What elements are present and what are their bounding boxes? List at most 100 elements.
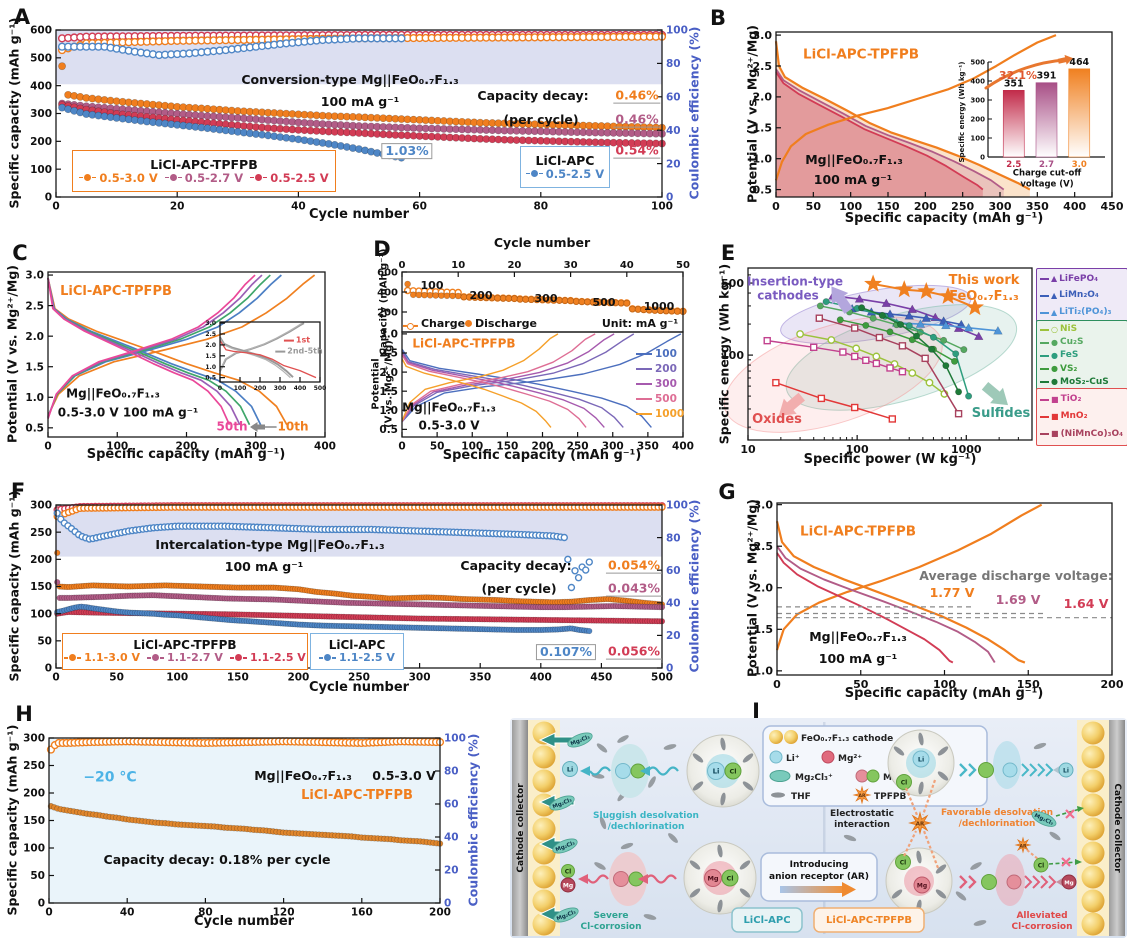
svg-text:0: 0 [45,907,52,919]
svg-text:400: 400 [30,80,52,92]
e-this-work-label-1: This work [948,272,1020,288]
chevron-icon [1024,875,1057,889]
series-marker-icon [324,654,332,662]
f-y2-axis-title: Coulombic efficiency (%) [686,499,702,673]
svg-text:600: 600 [30,25,52,37]
e-legend-oxides: ■ TiO₂ ■ MnO₂ ■ (NiMnCo)₃O₄ [1036,388,1127,446]
a-legend-item-3_0v: 0.5-3.0 V [79,171,158,184]
svg-text:10: 10 [740,443,756,456]
svg-text:1.0: 1.0 [753,153,773,166]
d-cell-label: Mg||FeO₀.₇F₁.₃ [402,400,496,415]
f-legend-apc: LiCl-APC 1.1-2.5 V [310,633,404,670]
circle-marker-icon: ● [1051,350,1058,360]
c-cycle-50-label: 50th [216,419,248,434]
series-marker-icon [255,174,263,182]
a-legend-apc: LiCl-APC 0.5-2.5 V [520,146,610,188]
legend-thf-label: THF [791,792,811,802]
c-condition-label: 0.5-3.0 V 100 mA g⁻¹ [57,405,199,420]
a-legend-tpfpb: LiCl-APC-TPFPB 0.5-3.0 V 0.5-2.7 V 0.5-2… [72,150,336,192]
cl-ion-label: Cl [730,768,737,776]
favorable-desolvation-group: Li Favorable desolvation /dechlorination [941,741,1074,829]
svg-text:20: 20 [444,865,459,877]
e-legend-vs2: ● VS₂ [1040,364,1124,374]
svg-text:200: 200 [970,116,985,124]
svg-text:0.5: 0.5 [753,183,773,196]
svg-text:350: 350 [469,672,491,684]
svg-text:40: 40 [620,260,634,271]
line-swatch-icon [636,368,652,370]
triangle-marker-icon: ▲ [1051,274,1058,284]
circle-marker-icon: ● [1051,377,1058,387]
mg-ion-label: Mg [1064,881,1073,887]
b-rate-label: 100 mA g⁻¹ [813,172,893,188]
h-y2-axis-title: Coulombic efficiency (%) [465,733,481,907]
line-swatch-icon [636,353,652,355]
square-marker-icon: ■ [1051,411,1059,421]
e-legend-nis: ○ NiS [1040,325,1124,334]
triangle-marker-icon: ▲ [1051,290,1058,300]
svg-text:20: 20 [170,201,185,213]
g-y-axis-title: Potential (V vs. Mg²⁺/Mg) [744,499,760,677]
f-decay-value-3_0v: 0.054% [605,557,663,574]
mgcl-ion-icon [866,769,880,783]
line-swatch-icon [1040,354,1049,357]
filled-marker-icon [465,319,473,327]
f-rate-label: 100 mA g⁻¹ [224,559,304,575]
svg-text:300: 300 [274,385,287,392]
ar-star-icon [908,811,932,835]
svg-text:400: 400 [530,672,552,684]
series-marker-icon [84,174,92,182]
line-swatch-icon [1040,381,1049,384]
c-inset-legend-1st: 1st [283,336,310,346]
legend-cathode-label: FeO₀.₇F₁.₃ cathode [801,734,893,744]
svg-text:0: 0 [399,260,406,271]
d-rate-legend-100: 100 [636,348,677,360]
li-solvation-shell-apc: Li Cl [686,734,760,808]
svg-text:150: 150 [23,815,45,827]
svg-text:80: 80 [533,201,548,213]
d-rate-legend-500: 500 [636,393,677,405]
favorable-label-2: /dechlorination [959,819,1036,829]
svg-text:100: 100 [666,500,688,512]
f-legend-item-3_0v: 1.1-3.0 V [64,652,140,664]
mg-ion-label: Mg [563,883,573,890]
svg-text:100: 100 [721,349,744,362]
svg-text:3.0: 3.0 [753,29,773,42]
svg-text:391: 391 [1037,71,1057,82]
svg-text:50: 50 [109,672,124,684]
f-legend-apc-item: 1.1-2.5 V [319,652,395,664]
svg-text:50: 50 [430,441,445,453]
d-top-x-axis-title: Cycle number [493,235,591,251]
svg-text:80: 80 [444,766,459,778]
svg-text:80: 80 [666,58,681,70]
open-marker-icon [406,322,414,330]
d-rate-label-200: 200 [469,288,493,302]
e-x-axis-title: Specific power (W kg⁻¹) [803,451,977,467]
svg-text:200: 200 [254,385,267,392]
e-legend-tio2: ■ TiO₂ [1040,395,1124,404]
a-legend-item-2_7v: 0.5-2.7 V [164,171,243,184]
chevron-icon [959,763,977,777]
licl-apc-tpfpb-box-label: LiCl-APC-TPFPB [826,915,912,926]
b-electrolyte-label: LiCl-APC-TPFPB [802,46,920,63]
f-legend-tpfpb: LiCl-APC-TPFPB 1.1-3.0 V 1.1-2.7 V 1.1-2… [62,633,308,670]
e-legend-sulfides: ○ NiS ● Cu₂S ● FeS ● VS₂ ● MoS₂-CuS [1036,320,1127,392]
svg-text:0: 0 [772,200,780,213]
svg-text:2.0: 2.0 [25,331,44,343]
line-swatch-icon [1040,398,1049,401]
d-rate-label-1000: 1000 [643,299,675,313]
favorable-label-1: Favorable desolvation [941,808,1053,818]
svg-text:100: 100 [30,608,52,620]
d-electrolyte-label: LiCl-APC-TPFPB [412,336,516,351]
b-x-axis-title: Specific capacity (mAh g⁻¹) [844,210,1044,226]
mg-ion-label: Mg [707,875,718,883]
e-y-axis-title: Specific energy (Wh kg⁻¹) [716,263,732,445]
svg-text:40: 40 [666,597,681,609]
panel-letter-e: E [720,241,736,265]
mg-solvation-shell-tpfpb: Mg Cl [885,847,953,915]
e-legend-cu2s: ● Cu₂S [1040,338,1124,347]
f-x-axis-title: Cycle number [308,679,410,695]
mg-ion-label: Mg [917,883,927,890]
svg-text:250: 250 [567,441,589,453]
gradient-arrow-icon [780,886,842,893]
